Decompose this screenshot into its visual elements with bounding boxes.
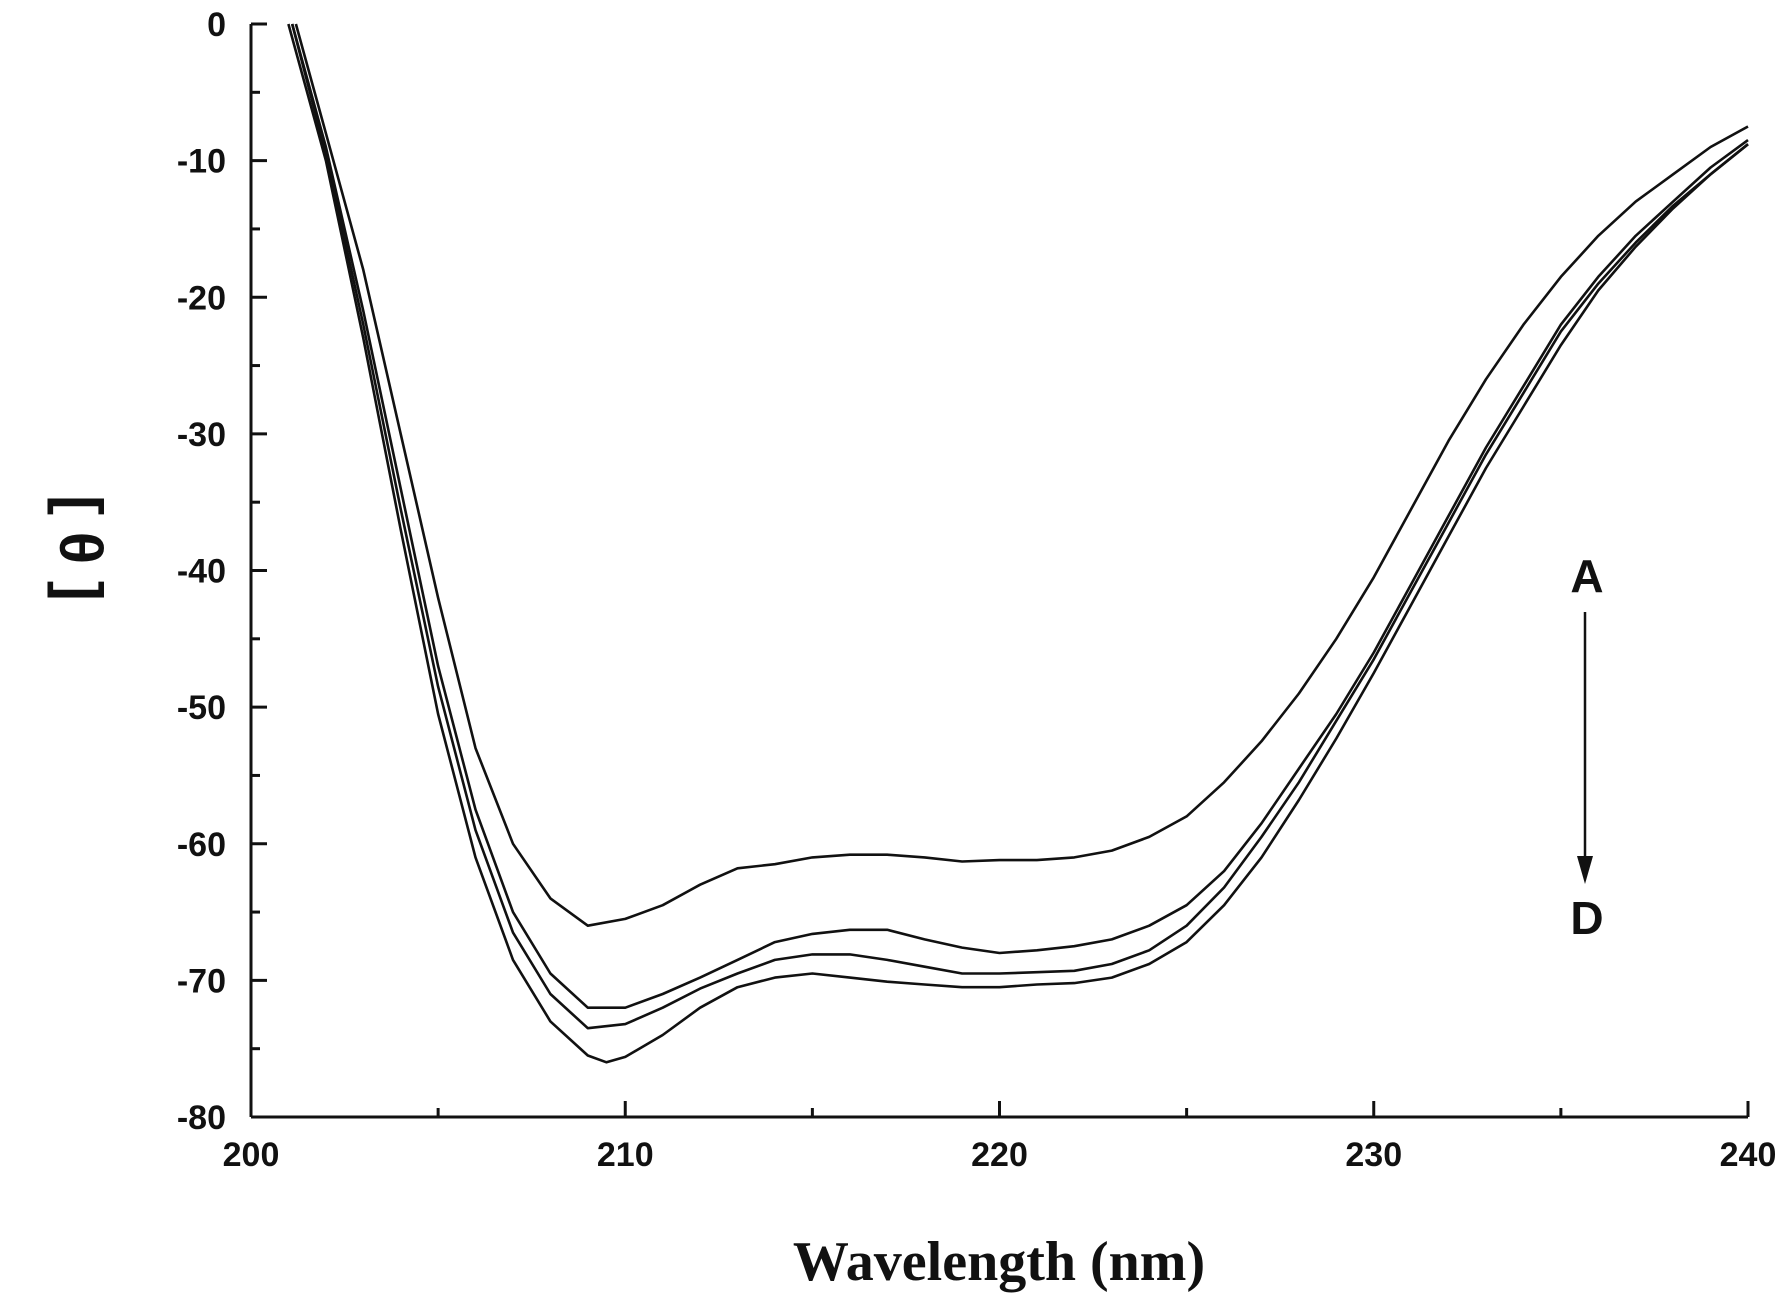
y-tick-label: -40 (177, 553, 226, 591)
y-tick-label: -80 (177, 1099, 226, 1137)
y-tick-labels: 0 -10 -20 -30 -40 -50 -60 -70 -80 (177, 6, 226, 1137)
x-tick-label: 240 (1720, 1136, 1777, 1174)
y-tick-label: -60 (177, 826, 226, 864)
annotation-arrow-head (1577, 856, 1593, 884)
series-line-c (290, 23, 1749, 1030)
x-axis-title: Wavelength (nm) (793, 1231, 1205, 1293)
x-tick-label: 200 (223, 1136, 280, 1174)
y-tick-label: -20 (177, 279, 226, 317)
y-tick-label: -70 (177, 962, 226, 1000)
x-tick-labels: 200 210 220 230 240 (223, 1136, 1777, 1174)
y-tick-label: -10 (177, 143, 226, 181)
series-line-b (290, 23, 1749, 1009)
series-line-a (294, 23, 1749, 927)
series-line-d (287, 23, 1749, 1064)
series-group (287, 23, 1749, 1064)
y-tick-label: -30 (177, 416, 226, 454)
annotation-end-label: D (1570, 892, 1603, 944)
x-tick-label: 230 (1345, 1136, 1402, 1174)
annotation-start-label: A (1570, 550, 1603, 602)
y-tick-label: 0 (207, 6, 226, 44)
y-tick-label: -50 (177, 689, 226, 727)
y-axis-title: [ θ ] (47, 495, 114, 601)
x-tick-label: 210 (597, 1136, 654, 1174)
x-tick-label: 220 (971, 1136, 1028, 1174)
